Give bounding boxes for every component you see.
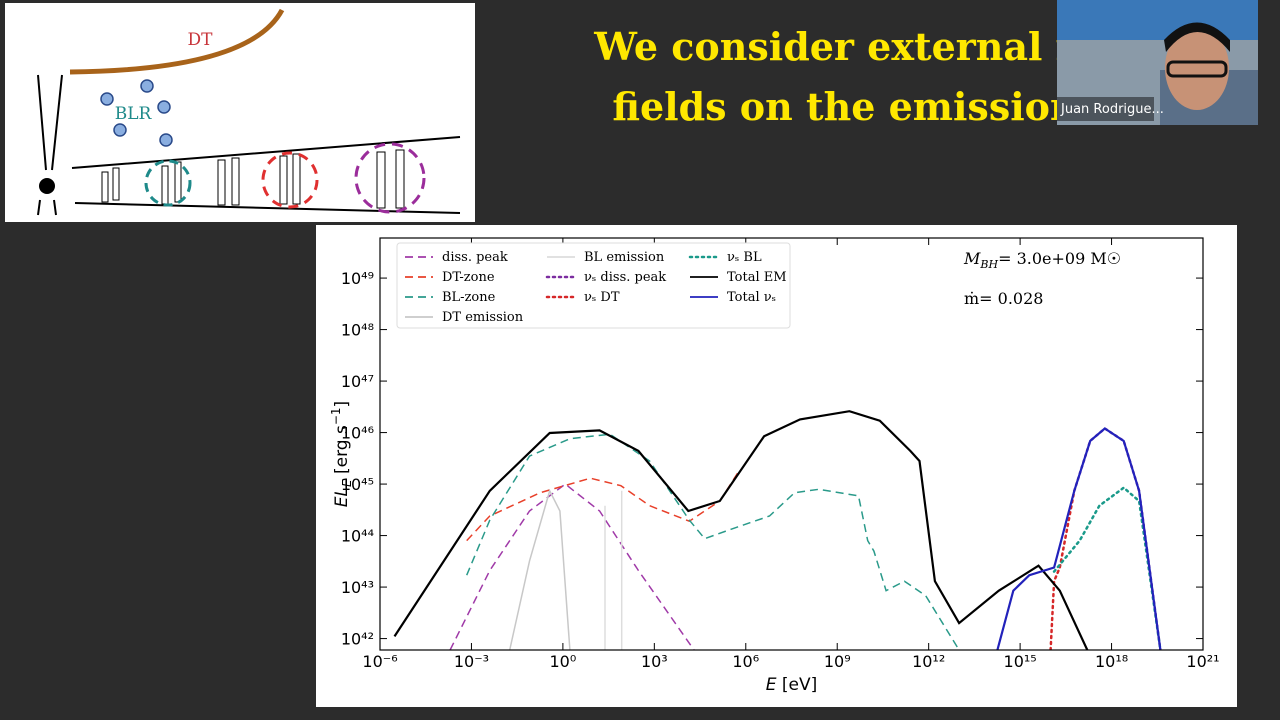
- x-tick-label: 10¹²: [912, 652, 945, 671]
- jet-cone: [71, 136, 461, 214]
- series-line: [466, 470, 740, 542]
- video-tile: Juan Rodrigue...: [1057, 0, 1258, 125]
- video-hair: [1164, 22, 1230, 52]
- legend-box: [396, 242, 791, 329]
- legend-label: νₛ diss. peak: [584, 270, 666, 285]
- y-tick-label: 10⁴⁹: [341, 269, 374, 288]
- series-line: [604, 490, 623, 650]
- legend: diss. peak DT-zone BL-zone DT emission BL em…: [396, 242, 791, 329]
- series-line: [1052, 486, 1162, 650]
- zone-circle: [261, 151, 319, 209]
- legend-label: diss. peak: [442, 250, 508, 265]
- series-line: [1049, 489, 1076, 650]
- y-label-part: [erg s: [332, 425, 352, 479]
- legend-label: Total νₛ: [727, 290, 776, 305]
- axes-frame: [379, 237, 1204, 651]
- x-tick-label: 10³: [641, 652, 668, 671]
- legend-label: DT emission: [442, 310, 524, 325]
- series-line: [449, 483, 695, 650]
- y-label-part: ]: [332, 401, 352, 408]
- x-label-part: [eV]: [776, 675, 817, 695]
- black-hole: [39, 178, 55, 194]
- axes: 10⁻⁶ 10⁻³ 10⁰ 10³ 10⁶ 10⁹ 10¹² 10¹⁵ 10¹⁸ 10²¹ 10⁴²…: [329, 238, 1220, 695]
- x-tick-label: 10⁻⁶: [362, 652, 397, 671]
- torus-curve: [69, 8, 285, 75]
- y-label-part: EL: [332, 487, 352, 507]
- mass-part: = 3.0e+09 M☉: [998, 249, 1121, 268]
- legend-label: νₛ BL: [727, 250, 762, 265]
- legend-label: BL-zone: [442, 290, 496, 305]
- y-tick-label: 10⁴⁴: [341, 527, 374, 546]
- y-tick-label: 10⁴²: [341, 630, 374, 649]
- blr-label: BLR: [115, 104, 153, 124]
- legend-label: DT-zone: [442, 270, 495, 285]
- y-tick-label: 10⁴³: [341, 578, 374, 597]
- plot-area: [393, 410, 1162, 650]
- slide-title: fields on the emission: [612, 84, 1077, 129]
- x-tick-label: 10¹⁸: [1095, 652, 1128, 671]
- arrows: [101, 149, 405, 209]
- blr-clouds: [100, 79, 173, 147]
- series-line: [508, 488, 571, 650]
- series-line: [393, 410, 1089, 650]
- x-tick-label: 10⁻³: [454, 652, 489, 671]
- y-label-part: E: [340, 479, 354, 487]
- mass-part: BH: [979, 258, 998, 271]
- diagram: DT BLR: [5, 3, 475, 222]
- series-line: [466, 433, 960, 650]
- y-tick-label: 10⁴⁷: [341, 372, 374, 391]
- video-glasses: [1166, 60, 1228, 78]
- x-label-part: E: [766, 675, 777, 695]
- video-face: [1165, 26, 1229, 110]
- zone-circle: [354, 142, 426, 214]
- slide-title: We consider external r: [593, 24, 1076, 69]
- mass-part: M: [963, 249, 981, 268]
- x-tick-label: 10⁰: [549, 652, 576, 671]
- dt-label: DT: [188, 30, 214, 50]
- accretion-annotation: ṁ= 0.028: [964, 289, 1043, 308]
- y-label-part: −1: [329, 407, 343, 425]
- legend-label: Total EM: [727, 270, 787, 285]
- x-tick-label: 10⁶: [732, 652, 759, 671]
- y-tick-label: 10⁴⁵: [341, 475, 374, 494]
- legend-label: BL emission: [584, 250, 665, 265]
- video-wall: [1057, 0, 1258, 40]
- name-badge: [1057, 97, 1154, 121]
- y-tick-label: 10⁴⁶: [341, 424, 374, 443]
- y-axis-label: ELE [erg s−1]: [329, 401, 354, 507]
- series-line: [996, 427, 1162, 650]
- x-tick-label: 10²¹: [1186, 652, 1219, 671]
- y-tick-label: 10⁴⁸: [341, 321, 374, 340]
- participant-name: Juan Rodrigue...: [1060, 102, 1164, 117]
- x-tick-label: 10¹⁵: [1004, 652, 1037, 671]
- mass-annotation: MBH= 3.0e+09 M☉: [963, 249, 1121, 271]
- legend-label: νₛ DT: [584, 290, 620, 305]
- x-axis-label: E [eV]: [766, 675, 818, 695]
- x-tick-label: 10⁹: [824, 652, 851, 671]
- jet-lines: [37, 74, 63, 216]
- zone-circle: [144, 159, 192, 207]
